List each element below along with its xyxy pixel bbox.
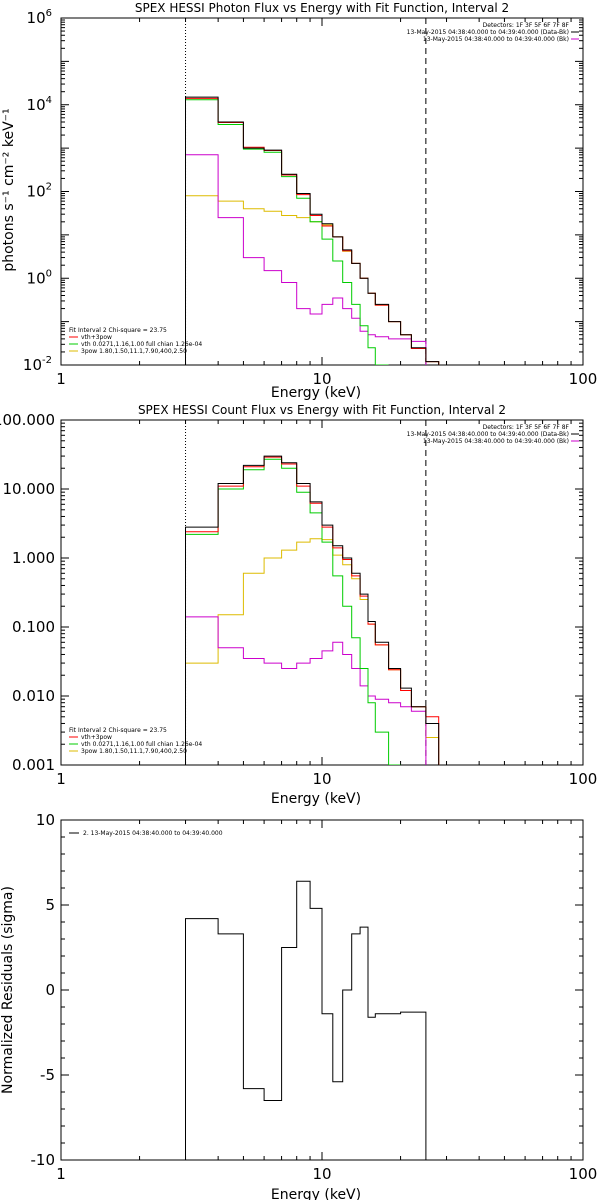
residuals-y-tick-label: 0: [45, 981, 55, 999]
photon-flux-series-line: [185, 195, 440, 365]
photon-flux-ylabel: photons s⁻¹ cm⁻² keV⁻¹: [1, 108, 17, 271]
photon-flux-y-tick-label: 100: [27, 268, 52, 287]
residuals-ylabel: Normalized Residuals (sigma): [0, 886, 16, 1094]
photon-flux-x-tick-label: 1: [56, 370, 66, 388]
residuals-y-tick-label: 5: [45, 896, 55, 914]
count-flux-legend-text: 3pow 1.80,1.50,11.1,7.90,400,2.50: [81, 748, 187, 755]
count-flux-x-tick-label: 10: [312, 770, 331, 788]
count-flux-x-tick-label: 100: [569, 770, 598, 788]
count-flux-header-text: 13-May-2015 04:38:40.000 to 04:39:40.000…: [423, 438, 569, 445]
photon-flux-header-text: 13-May-2015 04:38:40.000 to 04:39:40.000…: [407, 29, 569, 36]
count-flux-y-tick-label: 100.000: [0, 411, 55, 429]
residuals-y-tick-label: -10: [31, 1151, 56, 1169]
residuals-xlabel: Energy (keV): [271, 1187, 361, 1200]
photon-flux-series-line: [185, 99, 389, 365]
photon-flux-legend-text: vth+3pow: [81, 334, 112, 341]
count-flux-xlabel: Energy (keV): [271, 791, 361, 807]
count-flux-y-tick-label: 10.000: [3, 480, 56, 498]
count-flux-plot-frame: [60, 419, 584, 766]
count-flux-x-tick-label: 1: [56, 770, 66, 788]
count-flux-y-tick-label: 1.000: [12, 549, 55, 567]
photon-flux-series-line: [185, 154, 427, 365]
photon-flux-header-text: 13-May-2015 04:38:40.000 to 04:39:40.000…: [423, 36, 569, 43]
count-flux-y-tick-label: 0.100: [12, 618, 55, 636]
count-flux-series-line: [185, 538, 440, 765]
photon-flux-xlabel: Energy (keV): [271, 385, 361, 401]
photon-flux-header-text: Detectors: 1F 3F 5F 6F 7F 8F: [483, 22, 570, 29]
residuals-panel: Energy (keV) Normalized Residuals (sigma…: [0, 811, 597, 1200]
photon-flux-y-tick-label: 104: [27, 95, 52, 114]
photon-flux-title: SPEX HESSI Photon Flux vs Energy with Fi…: [135, 1, 509, 15]
photon-flux-y-tick-label: 10-2: [23, 355, 52, 374]
count-flux-header-text: Detectors: 1F 3F 5F 6F 7F 8F: [483, 424, 570, 431]
photon-flux-panel: SPEX HESSI Photon Flux vs Energy with Fi…: [1, 1, 597, 401]
count-flux-header-text: 13-May-2015 04:38:40.000 to 04:39:40.000…: [407, 431, 569, 438]
count-flux-series-line: [185, 455, 440, 765]
count-flux-legend-text: vth+3pow: [81, 734, 112, 741]
count-flux-title: SPEX HESSI Count Flux vs Energy with Fit…: [138, 403, 506, 417]
photon-flux-legend-text: vth 0.0271,1.16,1.00 full chian 1.26e-04: [81, 341, 202, 348]
photon-flux-legend-text: Fit Interval 2 Chi-square = 23.75: [69, 327, 167, 334]
residuals-x-tick-label: 10: [312, 1165, 331, 1183]
photon-flux-series-line: [185, 96, 440, 365]
photon-flux-y-tick-label: 106: [27, 8, 52, 27]
photon-flux-legend-text: 3pow 1.80,1.50,11.1,7.90,400,2.50: [81, 348, 187, 355]
count-flux-series-line: [185, 456, 440, 765]
count-flux-series-line: [185, 616, 427, 765]
count-flux-legend-text: vth 0.0271,1.16,1.00 full chian 1.26e-04: [81, 741, 202, 748]
residuals-x-tick-label: 100: [569, 1165, 598, 1183]
residuals-y-tick-label: -5: [40, 1066, 55, 1084]
residuals-x-tick-label: 1: [56, 1165, 66, 1183]
residuals-y-tick-label: 10: [36, 811, 55, 829]
photon-flux-x-tick-label: 100: [569, 370, 598, 388]
photon-flux-x-tick-label: 10: [312, 370, 331, 388]
residuals-series-line: [185, 880, 427, 1160]
count-flux-y-tick-label: 0.010: [12, 687, 55, 705]
count-flux-y-tick-label: 0.001: [12, 756, 55, 774]
count-flux-panel: SPEX HESSI Count Flux vs Energy with Fit…: [0, 403, 597, 807]
residuals-legend-text: 2. 13-May-2015 04:38:40.000 to 04:39:40.…: [83, 830, 223, 837]
photon-flux-y-tick-label: 102: [27, 182, 52, 201]
count-flux-legend-text: Fit Interval 2 Chi-square = 23.75: [69, 727, 167, 734]
